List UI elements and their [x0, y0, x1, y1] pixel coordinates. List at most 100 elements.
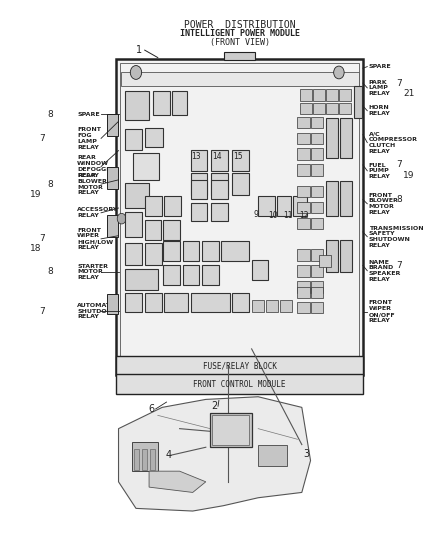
- Bar: [172, 91, 187, 115]
- Text: STARTER
MOTOR
RELAY: STARTER MOTOR RELAY: [77, 263, 108, 280]
- Bar: [338, 89, 350, 101]
- Bar: [310, 249, 322, 261]
- Bar: [125, 91, 149, 120]
- Text: 7: 7: [39, 306, 45, 316]
- Bar: [310, 201, 322, 213]
- Text: 15: 15: [232, 152, 242, 161]
- Text: FUEL
PUMP
RELAY: FUEL PUMP RELAY: [368, 163, 389, 179]
- Bar: [310, 281, 322, 293]
- Bar: [120, 72, 358, 86]
- Bar: [201, 241, 219, 261]
- Bar: [325, 240, 337, 272]
- Text: FRONT
BLOWER
MOTOR
RELAY: FRONT BLOWER MOTOR RELAY: [368, 192, 398, 215]
- Bar: [297, 281, 309, 293]
- Text: 12: 12: [299, 212, 308, 221]
- Bar: [164, 293, 188, 312]
- Bar: [134, 449, 139, 470]
- Bar: [310, 185, 322, 197]
- Bar: [211, 173, 227, 195]
- Bar: [164, 196, 180, 216]
- Bar: [190, 180, 207, 199]
- Bar: [125, 293, 141, 312]
- Bar: [190, 203, 207, 221]
- Text: 21: 21: [402, 88, 413, 98]
- Bar: [231, 293, 249, 312]
- Bar: [182, 265, 199, 285]
- Bar: [141, 449, 147, 470]
- Bar: [293, 196, 306, 216]
- Bar: [182, 241, 199, 261]
- Bar: [106, 215, 117, 237]
- Bar: [125, 269, 157, 290]
- Bar: [325, 89, 337, 101]
- Text: 7: 7: [39, 134, 45, 143]
- Bar: [125, 182, 149, 208]
- Bar: [318, 255, 331, 266]
- Bar: [297, 265, 309, 277]
- Bar: [163, 220, 180, 240]
- Bar: [221, 241, 249, 261]
- Circle shape: [333, 66, 343, 79]
- Bar: [125, 243, 141, 265]
- Bar: [312, 103, 324, 115]
- Bar: [149, 449, 155, 470]
- Text: TRANSMISSION
SAFETY
SHUTDOWN
RELAY: TRANSMISSION SAFETY SHUTDOWN RELAY: [368, 225, 422, 248]
- Bar: [258, 445, 286, 466]
- Bar: [310, 287, 322, 298]
- Text: (FRONT VIEW): (FRONT VIEW): [209, 38, 269, 47]
- Bar: [279, 300, 291, 312]
- Bar: [232, 150, 248, 171]
- Bar: [116, 59, 362, 375]
- Text: 7: 7: [396, 261, 402, 270]
- Bar: [276, 196, 290, 216]
- Bar: [325, 181, 337, 216]
- Bar: [224, 52, 254, 60]
- Polygon shape: [149, 471, 205, 492]
- Text: 7: 7: [396, 78, 402, 87]
- Text: 10: 10: [268, 212, 278, 221]
- Bar: [297, 302, 309, 313]
- Bar: [258, 196, 274, 216]
- Bar: [106, 294, 117, 314]
- Text: 11: 11: [283, 212, 292, 221]
- Text: 18: 18: [30, 245, 41, 254]
- Text: 8: 8: [396, 195, 402, 204]
- Text: 4: 4: [165, 450, 171, 460]
- Bar: [116, 356, 362, 375]
- Text: FRONT
FOG
LAMP
RELAY: FRONT FOG LAMP RELAY: [77, 127, 101, 150]
- Bar: [310, 302, 322, 313]
- Bar: [297, 217, 309, 229]
- Text: 3: 3: [302, 449, 308, 458]
- Bar: [297, 117, 309, 128]
- Bar: [212, 415, 249, 445]
- Text: FUSE/RELAY BLOCK: FUSE/RELAY BLOCK: [202, 361, 276, 370]
- Bar: [299, 89, 311, 101]
- Bar: [339, 118, 352, 158]
- Bar: [145, 128, 162, 147]
- Text: 2: 2: [211, 401, 217, 411]
- Bar: [338, 103, 350, 115]
- Bar: [297, 149, 309, 160]
- Bar: [297, 249, 309, 261]
- Text: INTELLIGENT POWER MODULE: INTELLIGENT POWER MODULE: [180, 29, 299, 38]
- Text: 6: 6: [148, 404, 154, 414]
- Bar: [299, 103, 311, 115]
- Text: FRONT
WIPER
ON/OFF
RELAY: FRONT WIPER ON/OFF RELAY: [368, 301, 394, 323]
- Bar: [297, 165, 309, 176]
- Bar: [145, 220, 161, 240]
- Bar: [297, 185, 309, 197]
- Text: ACCESSORY
RELAY: ACCESSORY RELAY: [77, 207, 118, 218]
- Text: HORN
RELAY: HORN RELAY: [368, 106, 389, 116]
- Bar: [125, 212, 141, 237]
- Bar: [310, 149, 322, 160]
- Bar: [106, 167, 117, 189]
- Bar: [190, 293, 229, 312]
- Bar: [210, 413, 251, 447]
- Bar: [133, 153, 159, 180]
- Text: 7: 7: [39, 235, 45, 244]
- Bar: [339, 240, 352, 272]
- Bar: [310, 217, 322, 229]
- Bar: [190, 173, 207, 195]
- Bar: [232, 173, 248, 195]
- Bar: [265, 300, 277, 312]
